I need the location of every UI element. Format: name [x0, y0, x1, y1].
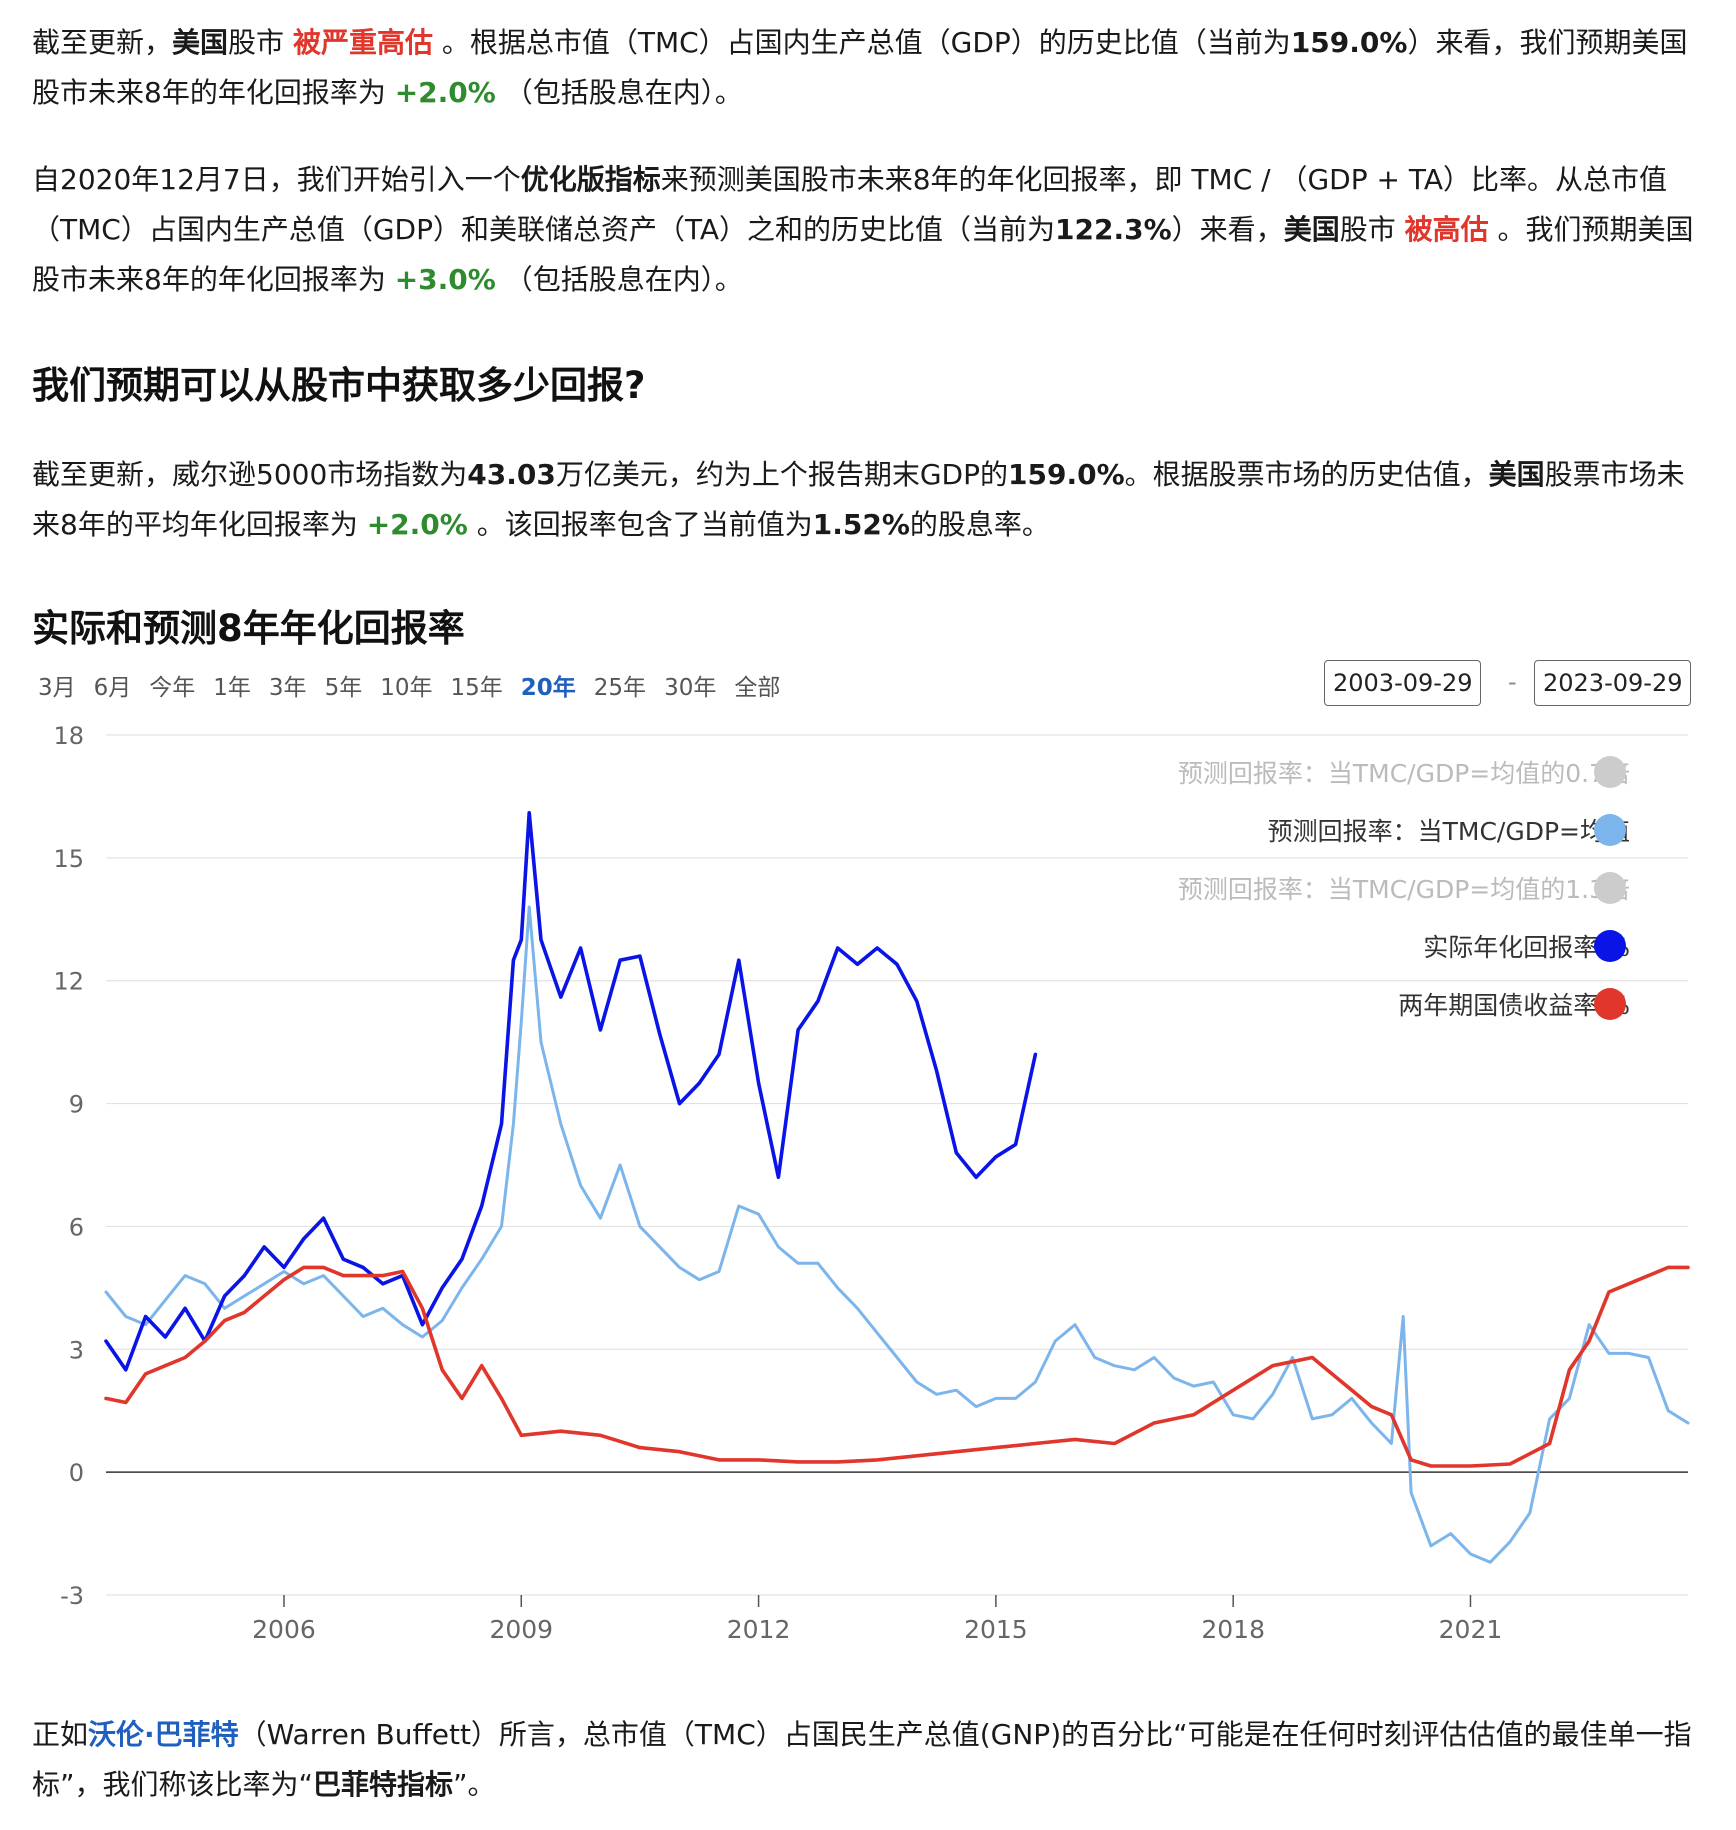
range-button-7[interactable]: 15年: [450, 675, 503, 701]
section-heading-returns: 我们预期可以从股市中获取多少回报?: [32, 364, 646, 407]
legend-marker-1[interactable]: [1594, 814, 1626, 846]
y-tick-label: 0: [69, 1459, 84, 1487]
y-tick-label: 12: [53, 968, 84, 996]
x-tick-label: 2006: [252, 1615, 316, 1644]
expected-return-value-2: +3.0%: [394, 263, 496, 296]
range-button-1[interactable]: 6月: [93, 675, 132, 701]
range-button-5[interactable]: 5年: [324, 675, 363, 701]
series-line-0: [104, 905, 1690, 1564]
legend-item-0[interactable]: 预测回报率：当TMC/GDP=均值的0.7倍: [1177, 759, 1630, 788]
market-summary-paragraph: 截至更新，威尔逊5000市场指数为43.03万亿美元，约为上个报告期末GDP的1…: [32, 458, 1685, 541]
date-to-input[interactable]: 2023-09-29: [1534, 660, 1692, 706]
range-button-6[interactable]: 10年: [380, 675, 433, 701]
x-tick-label: 2012: [727, 1615, 791, 1644]
date-from-input[interactable]: 2003-09-29: [1324, 660, 1482, 706]
series-line-2: [104, 1265, 1690, 1468]
valuation-status: 被高估: [1404, 213, 1489, 246]
range-button-2[interactable]: 今年: [149, 675, 196, 701]
expected-return-value: +2.0%: [394, 76, 496, 109]
y-tick-label: 6: [69, 1213, 84, 1241]
legend-marker-4[interactable]: [1594, 988, 1626, 1020]
warren-buffett-link[interactable]: 沃伦·巴菲特: [88, 1718, 239, 1751]
y-tick-label: -3: [60, 1582, 84, 1610]
x-tick-label: 2018: [1201, 1615, 1265, 1644]
chart-heading: 实际和预测8年年化回报率: [32, 607, 465, 650]
legend-marker-2[interactable]: [1594, 872, 1626, 904]
range-button-3[interactable]: 1年: [213, 675, 251, 701]
y-tick-label: 3: [69, 1336, 84, 1364]
range-button-11[interactable]: 全部: [734, 675, 781, 701]
y-tick-label: 15: [53, 845, 84, 873]
legend-item-2[interactable]: 预测回报率：当TMC/GDP=均值的1.3倍: [1177, 875, 1630, 904]
valuation-status-strong: 被严重高估: [292, 26, 433, 59]
range-selector: 3月 6月 今年 1年 3年 5年 10年 15年 20年 25年 30年 全部: [38, 668, 780, 702]
y-tick-label: 9: [69, 1091, 84, 1119]
range-button-4[interactable]: 3年: [268, 675, 307, 701]
legend-marker-3[interactable]: [1594, 930, 1626, 962]
legend-item-1[interactable]: 预测回报率：当TMC/GDP=均值: [1267, 817, 1630, 846]
intro-paragraph-1: 截至更新，美国股市 被严重高估 。根据总市值（TMC）占国内生产总值（GDP）的…: [32, 26, 1688, 109]
x-tick-label: 2021: [1439, 1615, 1503, 1644]
legend-marker-0[interactable]: [1594, 756, 1626, 788]
x-tick-label: 2009: [489, 1615, 553, 1644]
range-button-8[interactable]: 20年: [520, 675, 576, 701]
returns-chart: -3 0 3 6 9 12 15 18 2006 2009 2012 2015 2018 2021: [53, 722, 1690, 1644]
y-tick-label: 18: [53, 722, 84, 750]
buffett-indicator-paragraph: 正如沃伦·巴菲特（Warren Buffett）所言，总市值（TMC）占国民生产…: [32, 1718, 1692, 1801]
range-button-0[interactable]: 3月: [38, 675, 76, 701]
x-tick-label: 2015: [964, 1615, 1028, 1644]
legend-item-4[interactable]: 两年期国债收益率 %: [1398, 991, 1630, 1020]
date-separator: -: [1508, 668, 1517, 696]
range-button-9[interactable]: 25年: [593, 675, 647, 701]
intro-paragraph-2: 自2020年12月7日，我们开始引入一个优化版指标来预测美国股市未来8年的年化回…: [32, 163, 1694, 296]
range-button-10[interactable]: 30年: [664, 675, 717, 701]
series-line-1: [104, 811, 1038, 1372]
